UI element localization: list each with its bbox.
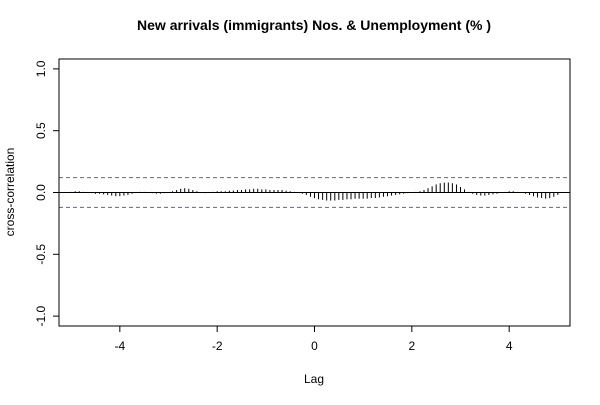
x-tick-label: -4: [114, 339, 125, 353]
y-axis: -1.0 -0.5 0.0 0.5 1.0: [34, 60, 60, 326]
x-tick-label: 4: [506, 339, 513, 353]
x-tick-label: 2: [408, 339, 415, 353]
x-tick-label: -2: [212, 339, 223, 353]
y-axis-label: cross-correlation: [3, 148, 17, 237]
y-tick-label: 1.0: [34, 60, 48, 77]
y-tick-label: -0.5: [34, 244, 48, 265]
y-tick-label: 0.0: [34, 184, 48, 201]
x-axis: -4 -2 0 2 4: [114, 325, 513, 353]
x-tick-label: 0: [311, 339, 318, 353]
x-axis-label: Lag: [304, 372, 324, 386]
y-tick-label: -1.0: [34, 305, 48, 326]
chart-title: New arrivals (immigrants) Nos. & Unemplo…: [137, 17, 491, 33]
confidence-bands: [59, 177, 570, 208]
y-tick-label: 0.5: [34, 122, 48, 139]
ccf-bars: [70, 182, 559, 201]
